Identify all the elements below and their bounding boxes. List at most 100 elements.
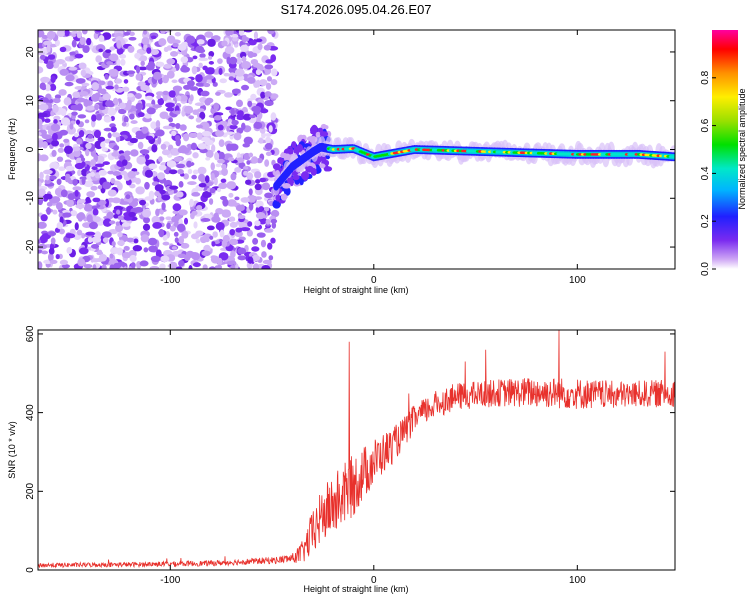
heatmap-cell: [43, 193, 53, 200]
heatmap-cell: [110, 247, 120, 255]
heatmap-cell: [91, 236, 102, 243]
panel1-y-axis-label: Frequency (Hz): [7, 118, 17, 180]
colorbar-tick-label: 0.8: [700, 70, 711, 84]
heatmap-cell: [230, 264, 236, 269]
heatmap-cell: [179, 124, 187, 131]
heatmap-cell: [87, 236, 93, 243]
heatmap-cell: [221, 167, 228, 176]
heatmap-cell: [269, 93, 279, 99]
heatmap-cell: [299, 177, 304, 186]
heatmap-cell: [122, 86, 130, 92]
heatmap-cell: [270, 209, 280, 218]
heatmap-cell: [152, 104, 162, 109]
heatmap-cell: [47, 54, 56, 60]
heatmap-cell: [44, 118, 51, 123]
heatmap-cell: [76, 97, 87, 103]
heatmap-cell: [170, 50, 179, 57]
heatmap-cell: [150, 255, 161, 263]
heatmap-cell: [219, 229, 225, 238]
heatmap-cell: [166, 58, 176, 65]
heatmap-cell: [231, 88, 241, 95]
heatmap-cell: [91, 93, 100, 102]
heatmap-cell: [69, 123, 74, 130]
panel1-y-tick-label: 10: [25, 95, 36, 107]
heatmap-cell: [155, 249, 162, 258]
heatmap-cell: [226, 143, 233, 152]
heatmap-cell: [188, 132, 198, 138]
heatmap-cell: [240, 197, 250, 203]
heatmap-cell: [158, 156, 163, 163]
heatmap-cell: [181, 230, 189, 239]
heatmap-cell: [53, 119, 58, 124]
heatmap-cell: [183, 84, 192, 90]
heatmap-cell: [270, 237, 276, 244]
heatmap-cell: [262, 182, 271, 191]
heatmap-cell: [173, 231, 179, 237]
heatmap-cell: [178, 259, 185, 267]
heatmap-cell: [247, 221, 253, 227]
heatmap-cell: [151, 144, 158, 153]
heatmap-cell: [199, 148, 208, 154]
heatmap-cell: [38, 66, 44, 74]
heatmap-cell: [191, 65, 198, 75]
heatmap-cell: [208, 55, 213, 60]
heatmap-cell: [199, 53, 206, 59]
heatmap-cell: [254, 220, 261, 227]
heatmap-cell: [90, 159, 97, 166]
heatmap-cell: [203, 82, 211, 88]
heatmap-cell: [204, 98, 211, 106]
heatmap-cell: [168, 261, 178, 269]
heatmap-cell: [85, 196, 91, 203]
heatmap-cell: [246, 160, 251, 165]
chart-title: S174.2026.095.04.26.E07: [280, 2, 431, 17]
heatmap-cell: [256, 232, 266, 238]
heatmap-cell: [70, 210, 78, 217]
heatmap-cell: [256, 157, 263, 164]
heatmap-cell: [97, 136, 106, 142]
heatmap-cell: [181, 147, 190, 154]
heatmap-cell: [195, 117, 202, 123]
heatmap-cell: [102, 181, 112, 190]
heatmap-cell: [265, 59, 274, 64]
heatmap-cell: [243, 165, 249, 170]
heatmap-cell: [198, 183, 207, 188]
heatmap-cell: [137, 112, 145, 118]
heatmap-cell: [102, 93, 112, 101]
heatmap-cell: [89, 172, 96, 177]
heatmap-cell: [229, 124, 238, 130]
heatmap-cell: [85, 142, 92, 150]
panel1-x-axis-label: Height of straight line (km): [303, 285, 408, 295]
heatmap-cell: [148, 163, 158, 170]
heatmap-cell: [197, 143, 207, 150]
heatmap-cell: [189, 86, 199, 91]
heatmap-cell: [80, 232, 86, 239]
heatmap-cell: [58, 89, 67, 96]
heatmap-cell: [220, 178, 227, 183]
heatmap-cell: [95, 30, 104, 33]
heatmap-cell: [217, 124, 224, 131]
heatmap-cell: [228, 76, 235, 81]
heatmap-cell: [80, 157, 86, 162]
heatmap-cell: [174, 237, 179, 244]
colorbar-tick-label: 0.6: [700, 118, 711, 132]
heatmap-cell: [204, 175, 210, 184]
heatmap-cell: [133, 198, 139, 203]
heatmap-cell: [252, 237, 259, 245]
heatmap-cells: [38, 30, 675, 269]
heatmap-cell: [114, 84, 119, 90]
heatmap-cell: [265, 151, 272, 157]
heatmap-cell: [172, 42, 179, 48]
heatmap-cell: [107, 132, 112, 139]
heatmap-cell: [192, 169, 199, 175]
heatmap-cell: [71, 111, 78, 116]
heatmap-cell: [66, 199, 75, 208]
heatmap-cell: [102, 218, 112, 227]
heatmap-cell: [134, 206, 144, 213]
heatmap-cell: [76, 31, 83, 39]
heatmap-cell: [266, 76, 273, 82]
heatmap-cell: [109, 68, 119, 77]
heatmap-cell: [92, 197, 101, 203]
heatmap-cell: [40, 76, 51, 83]
heatmap-cell: [186, 160, 192, 168]
heatmap-cell: [171, 130, 177, 137]
